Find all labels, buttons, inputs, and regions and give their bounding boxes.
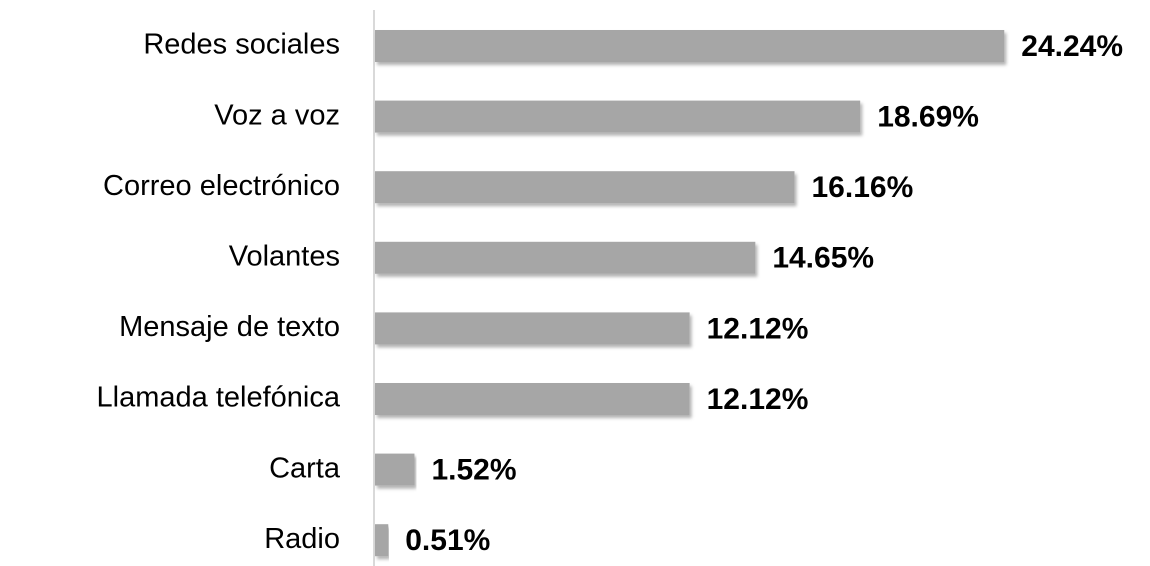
bar: [375, 241, 756, 274]
value-label: 0.51%: [405, 524, 490, 557]
value-label: 16.16%: [812, 171, 914, 204]
category-label: Volantes: [229, 240, 340, 272]
value-label: 12.12%: [707, 383, 809, 416]
category-label: Carta: [269, 452, 341, 484]
category-label: Correo electrónico: [103, 170, 340, 202]
bar: [375, 524, 389, 557]
category-label: Voz a voz: [214, 99, 340, 131]
value-label: 1.52%: [431, 454, 516, 487]
value-label: 18.69%: [877, 101, 979, 134]
bar: [375, 453, 415, 486]
bar: [375, 171, 795, 204]
value-label: 14.65%: [772, 242, 874, 275]
category-label: Mensaje de texto: [119, 311, 340, 343]
value-label: 24.24%: [1021, 30, 1123, 63]
category-label: Redes sociales: [143, 29, 340, 61]
bar: [375, 312, 690, 345]
category-label: Radio: [264, 523, 340, 555]
bar: [375, 383, 690, 415]
bar: [375, 100, 861, 133]
bar: [375, 30, 1005, 62]
category-label: Llamada telefónica: [97, 382, 341, 414]
value-label: 12.12%: [707, 312, 809, 345]
